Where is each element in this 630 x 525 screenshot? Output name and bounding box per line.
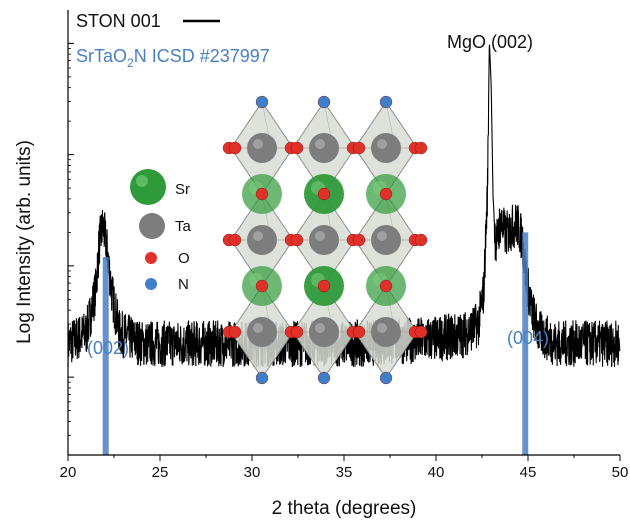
ta-atom-highlight (315, 231, 325, 241)
inset-label-ta: Ta (175, 218, 192, 235)
inset-label-sr: Sr (175, 181, 190, 198)
ta-atom-highlight (253, 231, 263, 241)
key-sr-highlight (136, 175, 148, 187)
ta-atom (309, 133, 339, 163)
o-atom (414, 233, 428, 247)
o-atom (379, 187, 393, 201)
y-axis-label: Log Intensity (arb. units) (14, 140, 35, 344)
o-atom (228, 141, 242, 155)
key-n-sphere (145, 278, 157, 290)
reference-bar-0 (102, 257, 109, 455)
o-atom (352, 233, 366, 247)
annotation-mgo-002: MgO (002) (447, 32, 533, 52)
n-atom (255, 371, 269, 385)
key-sr-sphere (130, 169, 166, 205)
ta-atom (371, 317, 401, 347)
n-atom (317, 95, 331, 109)
ta-atom-highlight (315, 139, 325, 149)
x-tick-label-25: 25 (152, 464, 169, 481)
o-atom (228, 233, 242, 247)
o-atom (290, 325, 304, 339)
n-atom (379, 371, 393, 385)
axes: 20 25 30 35 40 45 50 (60, 10, 629, 481)
ta-atom (371, 133, 401, 163)
o-atom (317, 279, 331, 293)
annotation-ston-002: (002) (87, 338, 129, 358)
x-axis-label: 2 theta (degrees) (272, 498, 417, 519)
key-ta-sphere (139, 213, 165, 239)
n-atom (379, 95, 393, 109)
x-tick-label-20: 20 (60, 464, 77, 481)
o-atom (290, 233, 304, 247)
o-atom (317, 187, 331, 201)
n-atom (255, 95, 269, 109)
x-tick-label-50: 50 (612, 464, 629, 481)
ta-atom-highlight (377, 139, 387, 149)
o-atom (414, 141, 428, 155)
inset-label-o: O (178, 250, 190, 267)
inset-label-n: N (178, 276, 189, 293)
o-atom (379, 279, 393, 293)
x-tick-label-40: 40 (428, 464, 445, 481)
ta-atom (247, 317, 277, 347)
ta-atom-highlight (377, 231, 387, 241)
ref-label-tail: N ICSD #237997 (134, 46, 270, 66)
ta-atom (309, 225, 339, 255)
ta-atom-highlight (253, 323, 263, 333)
ta-atom (371, 225, 401, 255)
ta-atom-highlight (377, 323, 387, 333)
legend-entry-measured-label: STON 001 (76, 11, 161, 31)
ta-atom (247, 225, 277, 255)
o-atom (352, 325, 366, 339)
ta-atom-highlight (253, 139, 263, 149)
x-tick-label-35: 35 (336, 464, 353, 481)
n-atom (317, 371, 331, 385)
ta-atom (247, 133, 277, 163)
legend: STON 001 SrTaO2N ICSD #237997 (76, 11, 270, 70)
annotation-ston-004: (004) (507, 328, 549, 348)
legend-entry-reference-label: SrTaO2N ICSD #237997 (76, 46, 270, 70)
o-atom (352, 141, 366, 155)
crystal-structure-inset (130, 95, 428, 385)
ref-label-main: SrTaO (76, 46, 127, 66)
o-atom (255, 187, 269, 201)
reference-bar-1 (522, 232, 529, 455)
ref-label-subscript: 2 (127, 56, 134, 70)
x-tick-label-45: 45 (520, 464, 537, 481)
ta-atom (309, 317, 339, 347)
o-atom (255, 279, 269, 293)
o-atom (290, 141, 304, 155)
x-tick-label-30: 30 (244, 464, 261, 481)
o-atom (414, 325, 428, 339)
ta-atom-highlight (315, 323, 325, 333)
key-o-sphere (145, 252, 157, 264)
o-atom (228, 325, 242, 339)
